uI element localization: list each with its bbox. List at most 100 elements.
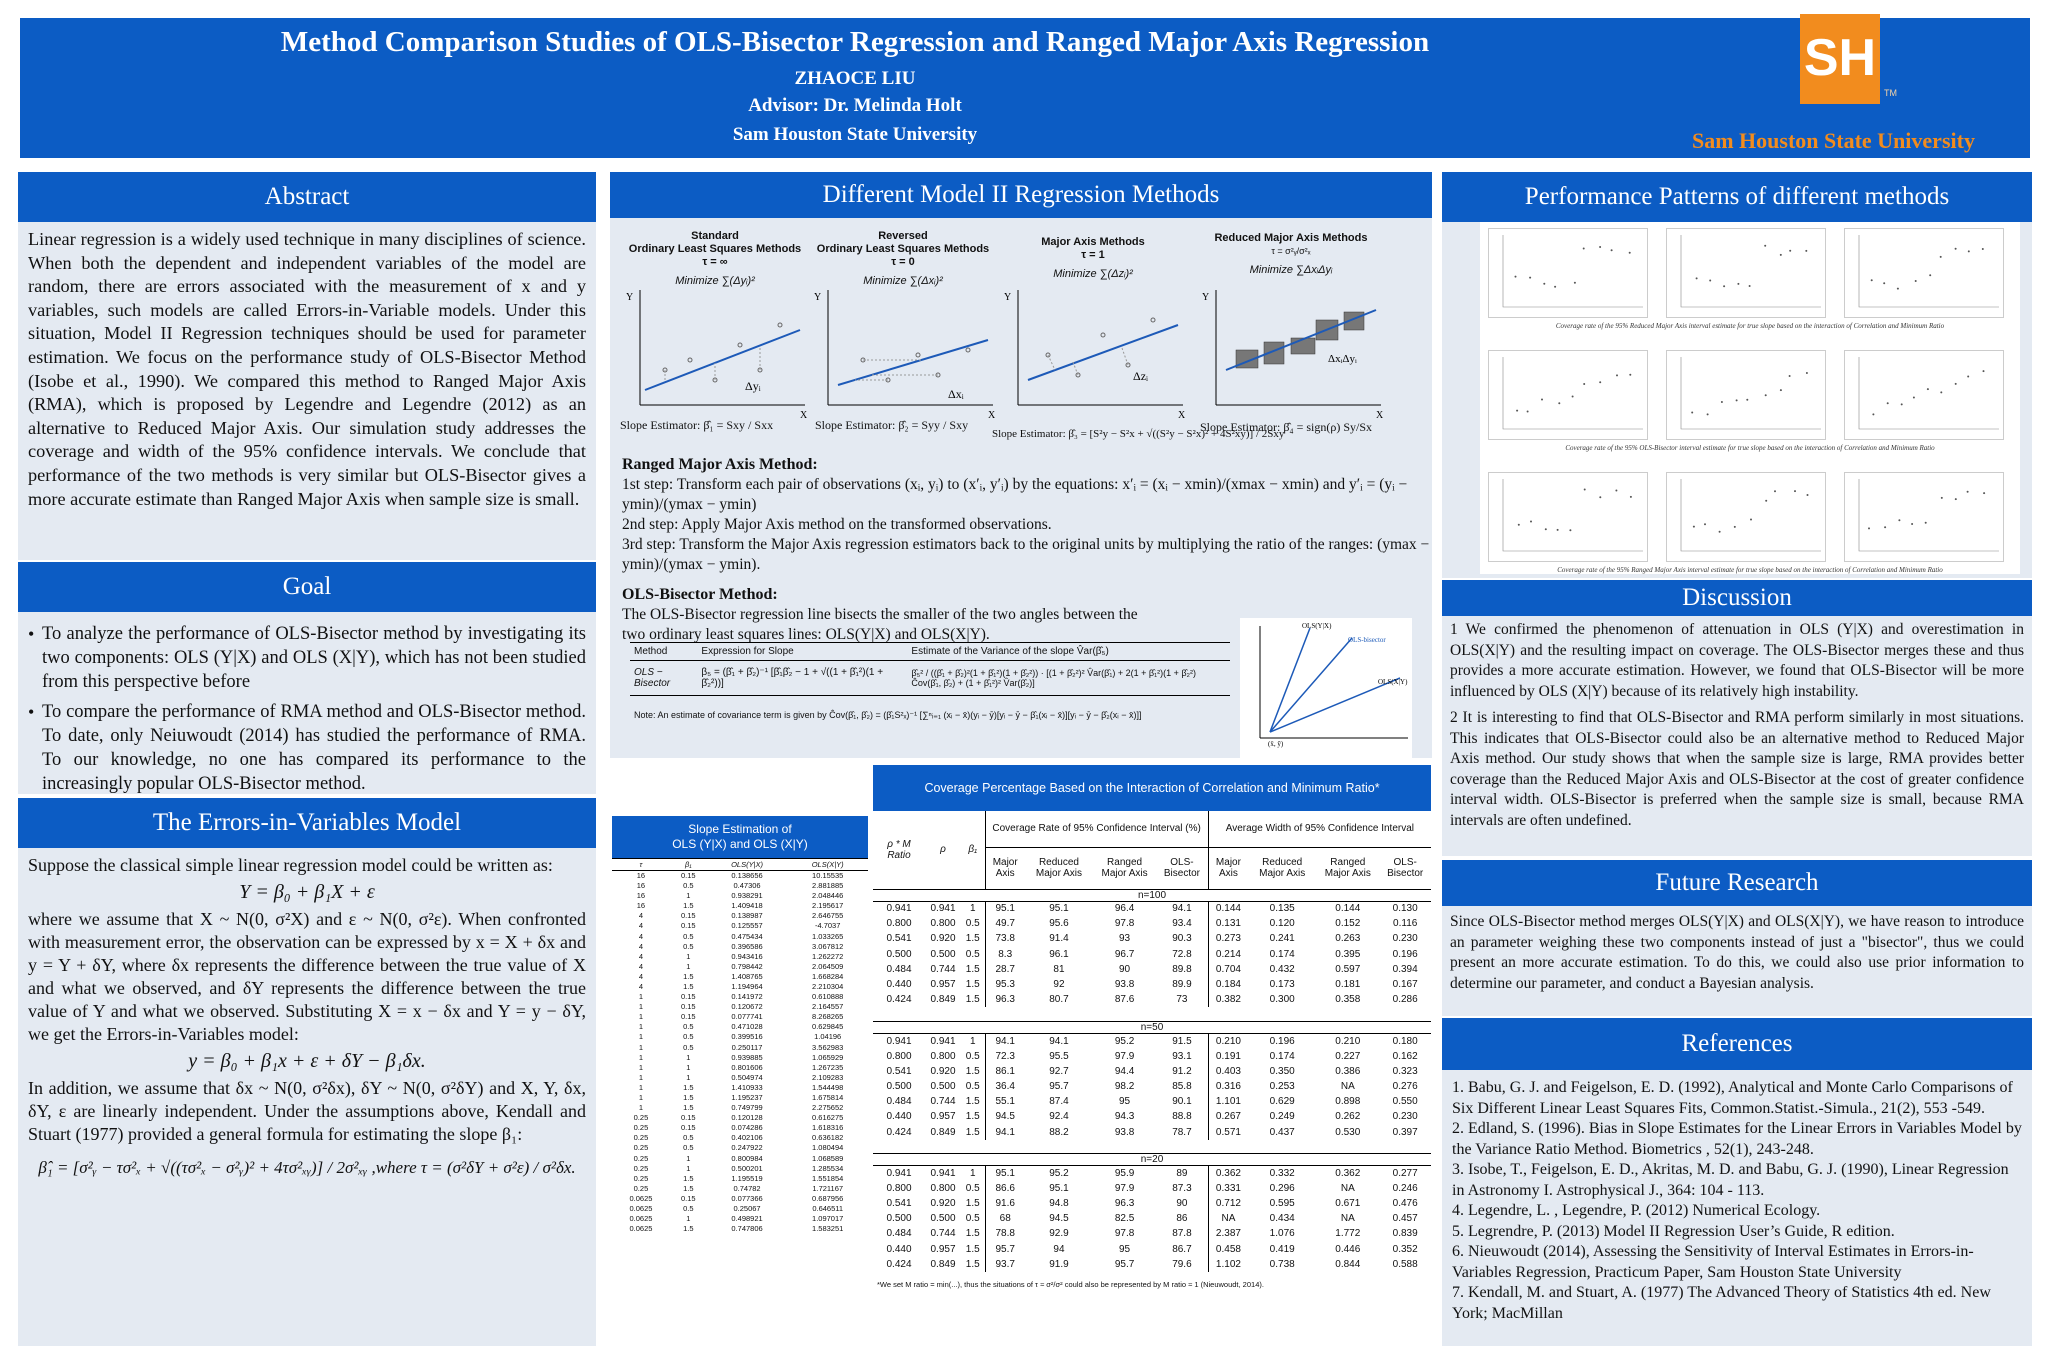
table-row: 4 0.15 0.138987 2.646755 — [612, 911, 868, 921]
table-row: 0.500 0.500 0.5 8.3 96.1 96.7 72.8 0.214 0.174 0.… — [873, 946, 1431, 962]
table-cell: 0.25 — [633, 1173, 649, 1183]
coverage-title: Coverage Percentage Based on the Interac… — [873, 765, 1431, 811]
table-cell: 0.504974 — [731, 1072, 763, 1082]
table-cell: 1.267235 — [812, 1062, 844, 1072]
table-cell: 55.1 — [984, 1094, 1025, 1110]
table-cell: 0.362 — [1207, 1165, 1249, 1181]
table-cell: 2.164557 — [812, 1002, 844, 1012]
method-card: Major Axis Methods τ = 1 Minimize ∑(Δzᵢ)… — [998, 230, 1188, 430]
table-cell: 97.8 — [1114, 918, 1135, 930]
table-cell: 0.424 — [886, 1126, 912, 1138]
table-cell: 0.167 — [1392, 979, 1418, 991]
table-cell: 1.5 — [965, 963, 980, 975]
coverage-footnote: *We set M ratio = min(...), thus the sit… — [877, 1279, 1264, 1289]
table-cell: 1.5 — [965, 1198, 980, 1210]
column-header: ρ — [940, 844, 946, 856]
method-card: Reversed Ordinary Least Squares Methods … — [808, 230, 998, 430]
table-cell: 0.130 — [1392, 903, 1418, 915]
scatter-thumbnail — [1680, 357, 1821, 430]
university-logo: SH — [1800, 14, 1880, 104]
table-cell: 0.646511 — [812, 1204, 844, 1214]
table-cell: 0.471028 — [731, 1022, 763, 1032]
table-cell: 1.5 — [965, 933, 980, 945]
table-row: 0.0625 0.15 0.077366 0.687956 — [612, 1194, 868, 1204]
table-cell: 0.0625 — [629, 1193, 653, 1203]
rma-step: 2nd step: Apply Major Axis method on the… — [622, 516, 1052, 533]
method-name: Reduced Major Axis Methods — [1214, 232, 1368, 244]
performance-plot-panel — [1666, 472, 1826, 562]
table-cell: 0.382 — [1207, 992, 1249, 1008]
table-cell: 1 — [638, 992, 644, 1002]
table-cell: 93.4 — [1172, 918, 1192, 930]
table-cell: 2.387 — [1207, 1226, 1249, 1242]
table-cell: 1.721167 — [812, 1183, 844, 1193]
table-cell: 0.704 — [1207, 961, 1249, 977]
table-cell: 93 — [1119, 933, 1131, 945]
table-cell: 0.403 — [1207, 1063, 1249, 1079]
table-cell: 0.394 — [1392, 963, 1418, 975]
diagram-label: OLS(X|Y) — [1378, 678, 1408, 686]
table-cell: 0.671 — [1335, 1198, 1361, 1210]
table-cell: 0.800 — [930, 918, 956, 930]
table-cell: 88.8 — [1172, 1111, 1192, 1123]
table-cell: 0.0625 — [629, 1204, 653, 1214]
reference-item: 5. Legrendre, P. (2013) Model II Regress… — [1452, 1222, 1895, 1240]
table-cell: 0.800 — [930, 1050, 956, 1062]
performance-plot-panel — [1666, 350, 1826, 440]
axis-x-label: X — [800, 410, 808, 421]
table-cell: 0.712 — [1207, 1196, 1249, 1212]
table-cell: 0.152 — [1335, 918, 1361, 930]
plot-caption: Coverage rate of the 95% Ranged Major Ax… — [1557, 566, 1943, 574]
table-cell: 78.7 — [1172, 1126, 1192, 1138]
university-line: Sam Houston State University — [732, 124, 978, 145]
table-cell: 0.214 — [1207, 946, 1249, 962]
bisector-formula-table: Method Expression for Slope Estimate of … — [630, 642, 1230, 727]
table-cell: 85.8 — [1172, 1080, 1192, 1092]
reference-item: 7. Kendall, M. and Stuart, A. (1977) The… — [1452, 1284, 1991, 1322]
table-cell: 0.744 — [930, 963, 956, 975]
table-cell: 1.5 — [683, 1082, 694, 1092]
table-cell: 0.316 — [1207, 1078, 1249, 1095]
table-cell: 0.331 — [1207, 1180, 1249, 1196]
table-cell: 94.5 — [984, 1109, 1025, 1125]
table-row: 1 0.5 0.250117 3.562983 — [612, 1043, 868, 1053]
table-cell: 0.15 — [681, 921, 696, 931]
column-group-header: Average Width of 95% Confidence Interval — [1207, 811, 1431, 847]
sample-size-row: n=20 — [873, 1153, 1431, 1167]
table-row: 0.0625 0.5 0.25067 0.646511 — [612, 1204, 868, 1214]
method-minimize: Minimize ∑(Δxᵢ)² — [863, 275, 943, 287]
table-row: 0.800 0.800 0.5 49.7 95.6 97.8 93.4 0.131 0.120 0… — [873, 916, 1431, 932]
table-cell: 0.432 — [1269, 963, 1295, 975]
table-cell: 0.800 — [886, 918, 912, 930]
table-cell: 0.5 — [683, 881, 694, 891]
table-cell: 1 — [638, 1072, 644, 1082]
column-group-header: Coverage Rate of 95% Confidence Interval… — [984, 811, 1209, 847]
table-cell: 93.8 — [1114, 1126, 1135, 1138]
equation: y = β₀ + β₁x + ε + δY − β₁δx. — [188, 1050, 426, 1072]
table-cell: 0.957 — [930, 1243, 956, 1255]
table-cell: 0.0625 — [629, 1224, 653, 1234]
column-header: Expression for Slope — [697, 642, 908, 661]
table-cell: 95.1 — [984, 1165, 1025, 1181]
table-cell: 0.941 — [886, 903, 912, 915]
table-cell: 0.801606 — [731, 1062, 763, 1072]
table-cell: 0.629845 — [812, 1022, 844, 1032]
delta-label: Δzᵢ — [1133, 369, 1148, 383]
table-cell: NA — [1340, 1182, 1355, 1194]
table-cell: 72.3 — [984, 1048, 1025, 1064]
table-cell: 0.25 — [633, 1123, 649, 1133]
table-cell: 0.437 — [1269, 1126, 1295, 1138]
table-cell: 96.1 — [1049, 948, 1069, 960]
table-cell: 0.399516 — [731, 1032, 763, 1042]
table-cell: 1.285534 — [812, 1163, 844, 1173]
table-cell: 0.687956 — [812, 1193, 844, 1203]
table-cell: 0.250117 — [731, 1042, 763, 1052]
table-cell: 0.484 — [886, 963, 912, 975]
reduced-major-axis-diagram: Y X ΔxᵢΔyᵢ — [1202, 290, 1384, 421]
sample-size-label: n=50 — [873, 1020, 1431, 1034]
table-cell: 1.5 — [965, 1111, 980, 1123]
table-cell: 1 — [638, 1082, 644, 1092]
table-cell: 88.2 — [1049, 1126, 1069, 1138]
table-cell: 8.3 — [984, 946, 1025, 962]
axis-x-label: X — [988, 410, 996, 421]
